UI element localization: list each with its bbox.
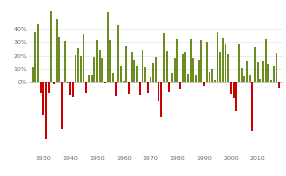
Bar: [91, 75, 92, 82]
Bar: [251, 82, 253, 131]
Bar: [155, 57, 157, 82]
Bar: [243, 76, 245, 82]
Bar: [67, 82, 68, 83]
Bar: [120, 66, 122, 82]
Bar: [257, 62, 259, 82]
Bar: [265, 39, 267, 82]
Bar: [112, 73, 114, 82]
Bar: [174, 58, 176, 82]
Bar: [217, 32, 219, 82]
Bar: [222, 38, 224, 82]
Bar: [131, 52, 133, 82]
Bar: [158, 82, 160, 102]
Bar: [80, 56, 82, 82]
Bar: [259, 79, 261, 82]
Bar: [278, 82, 280, 88]
Bar: [104, 82, 106, 83]
Bar: [142, 50, 143, 82]
Bar: [206, 42, 208, 82]
Bar: [50, 11, 52, 82]
Bar: [160, 82, 162, 117]
Bar: [176, 39, 178, 82]
Bar: [139, 82, 141, 95]
Bar: [69, 82, 71, 95]
Bar: [195, 75, 197, 82]
Bar: [115, 82, 117, 96]
Bar: [150, 77, 152, 82]
Bar: [200, 40, 202, 82]
Bar: [184, 52, 186, 82]
Bar: [171, 73, 173, 82]
Bar: [83, 34, 84, 82]
Bar: [99, 50, 101, 82]
Bar: [126, 46, 127, 82]
Bar: [187, 74, 189, 82]
Bar: [96, 40, 98, 82]
Bar: [230, 82, 232, 94]
Bar: [40, 82, 41, 93]
Bar: [219, 52, 221, 82]
Bar: [249, 75, 251, 82]
Bar: [136, 66, 138, 82]
Bar: [235, 82, 237, 111]
Bar: [134, 60, 135, 82]
Bar: [109, 40, 111, 82]
Bar: [77, 48, 79, 82]
Bar: [93, 57, 95, 82]
Bar: [37, 24, 39, 82]
Bar: [128, 82, 130, 94]
Bar: [58, 37, 60, 82]
Bar: [101, 58, 103, 82]
Bar: [275, 53, 277, 82]
Bar: [203, 82, 205, 86]
Bar: [56, 19, 58, 82]
Bar: [123, 81, 125, 82]
Bar: [147, 82, 149, 93]
Bar: [267, 64, 269, 82]
Bar: [192, 58, 194, 82]
Bar: [61, 82, 63, 129]
Bar: [227, 54, 229, 82]
Bar: [45, 82, 47, 139]
Bar: [42, 82, 44, 115]
Bar: [75, 55, 76, 82]
Bar: [208, 72, 210, 82]
Bar: [32, 67, 33, 82]
Bar: [225, 44, 227, 82]
Bar: [214, 80, 216, 82]
Bar: [238, 44, 240, 82]
Bar: [254, 47, 256, 82]
Bar: [198, 60, 200, 82]
Bar: [168, 82, 170, 92]
Bar: [34, 32, 36, 82]
Bar: [163, 33, 165, 82]
Bar: [273, 66, 275, 82]
Bar: [107, 12, 109, 82]
Bar: [179, 82, 181, 89]
Bar: [53, 82, 55, 84]
Bar: [246, 61, 248, 82]
Bar: [241, 68, 243, 82]
Bar: [118, 25, 119, 82]
Bar: [88, 74, 90, 82]
Bar: [166, 51, 168, 82]
Bar: [144, 67, 146, 82]
Bar: [262, 61, 264, 82]
Bar: [72, 82, 74, 97]
Bar: [190, 39, 192, 82]
Bar: [48, 82, 50, 93]
Bar: [182, 54, 184, 82]
Bar: [211, 69, 213, 82]
Bar: [85, 82, 87, 93]
Bar: [270, 80, 272, 82]
Bar: [64, 41, 66, 82]
Bar: [152, 63, 154, 82]
Bar: [233, 82, 235, 98]
